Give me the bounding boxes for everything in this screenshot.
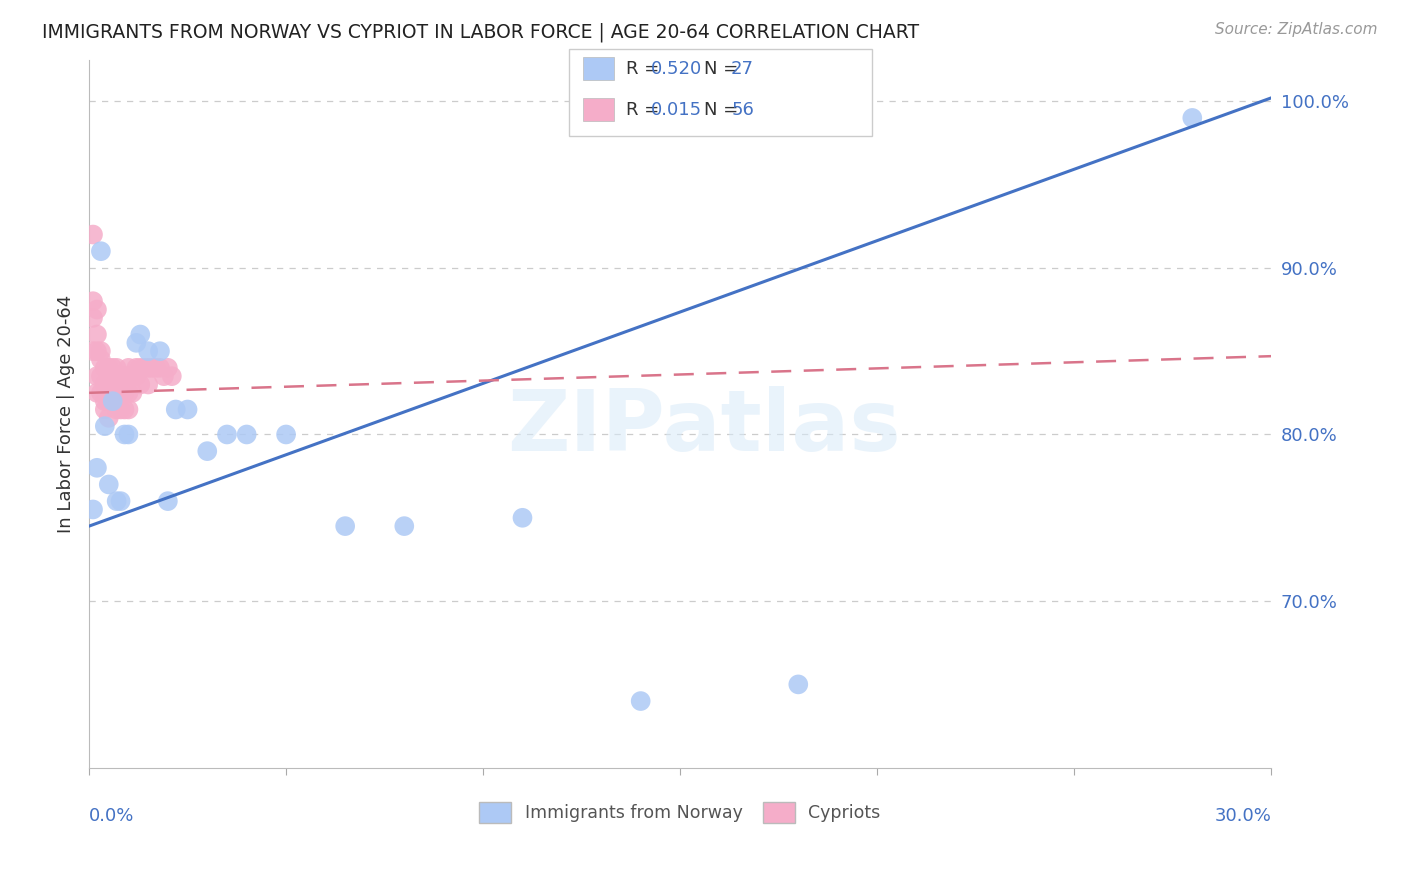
Point [129, 377, 152, 392]
Point [114, 427, 136, 442]
Text: 30.0%: 30.0% [1215, 806, 1271, 824]
Point [136, 344, 159, 359]
Point [136, 360, 159, 375]
Point [125, 369, 148, 384]
Point [165, 402, 187, 417]
Point [335, 519, 357, 533]
Point [117, 427, 139, 442]
Point [101, 360, 124, 375]
Point [101, 394, 124, 409]
Point [149, 360, 172, 375]
Point [125, 360, 148, 375]
Point [121, 385, 143, 400]
Point [97, 369, 120, 384]
Text: IMMIGRANTS FROM NORWAY VS CYPRIOT IN LABOR FORCE | AGE 20-64 CORRELATION CHART: IMMIGRANTS FROM NORWAY VS CYPRIOT IN LAB… [42, 22, 920, 42]
Point [82, 502, 104, 516]
Point [90, 244, 112, 259]
Point [86, 369, 108, 384]
Point [110, 402, 132, 417]
Point [90, 385, 112, 400]
Point [86, 385, 108, 400]
Point [105, 394, 128, 409]
Point [394, 519, 416, 533]
Point [117, 369, 139, 384]
Point [86, 302, 108, 317]
Point [97, 385, 120, 400]
Point [105, 369, 128, 384]
Point [114, 402, 136, 417]
Point [117, 360, 139, 375]
Point [195, 444, 218, 458]
Point [101, 369, 124, 384]
Point [153, 369, 176, 384]
Point [134, 360, 156, 375]
Text: 27: 27 [731, 60, 754, 78]
Point [86, 460, 108, 475]
Point [97, 410, 120, 425]
Point [86, 344, 108, 359]
Point [82, 227, 104, 242]
Point [117, 402, 139, 417]
Point [82, 344, 104, 359]
Y-axis label: In Labor Force | Age 20-64: In Labor Force | Age 20-64 [58, 294, 75, 533]
Text: ZIPatlas: ZIPatlas [506, 386, 901, 469]
Point [125, 335, 148, 350]
Point [114, 385, 136, 400]
Point [160, 369, 183, 384]
Text: Source: ZipAtlas.com: Source: ZipAtlas.com [1215, 22, 1378, 37]
Text: 56: 56 [731, 101, 754, 119]
Point [145, 360, 167, 375]
Text: 0.015: 0.015 [651, 101, 702, 119]
Point [90, 369, 112, 384]
Point [274, 427, 297, 442]
Point [176, 402, 198, 417]
Point [141, 360, 163, 375]
Point [156, 360, 179, 375]
Text: R =: R = [626, 60, 665, 78]
Text: 0.520: 0.520 [651, 60, 702, 78]
Point [117, 385, 139, 400]
Legend: Immigrants from Norway, Cypriots: Immigrants from Norway, Cypriots [479, 802, 880, 822]
Point [101, 394, 124, 409]
Point [149, 344, 172, 359]
Point [129, 360, 152, 375]
Point [215, 427, 238, 442]
Point [105, 385, 128, 400]
Text: 0.0%: 0.0% [89, 806, 135, 824]
Point [90, 344, 112, 359]
Point [787, 677, 810, 691]
Text: N =: N = [704, 60, 744, 78]
Text: N =: N = [704, 101, 744, 119]
Point [110, 494, 132, 508]
Point [512, 510, 534, 524]
Point [94, 419, 117, 434]
Point [110, 369, 132, 384]
Point [121, 369, 143, 384]
Point [105, 402, 128, 417]
Point [101, 385, 124, 400]
Point [94, 402, 117, 417]
Point [235, 427, 257, 442]
Point [86, 327, 108, 342]
Point [94, 360, 117, 375]
Point [82, 310, 104, 325]
Point [82, 294, 104, 309]
Point [129, 327, 152, 342]
Point [105, 494, 128, 508]
Point [1181, 111, 1204, 125]
Point [94, 377, 117, 392]
Point [156, 494, 179, 508]
Point [114, 369, 136, 384]
Point [110, 385, 132, 400]
Point [136, 377, 159, 392]
Point [630, 694, 652, 708]
Point [94, 394, 117, 409]
Point [105, 360, 128, 375]
Text: R =: R = [626, 101, 665, 119]
Point [90, 352, 112, 367]
Point [97, 477, 120, 491]
Point [97, 360, 120, 375]
Point [97, 394, 120, 409]
